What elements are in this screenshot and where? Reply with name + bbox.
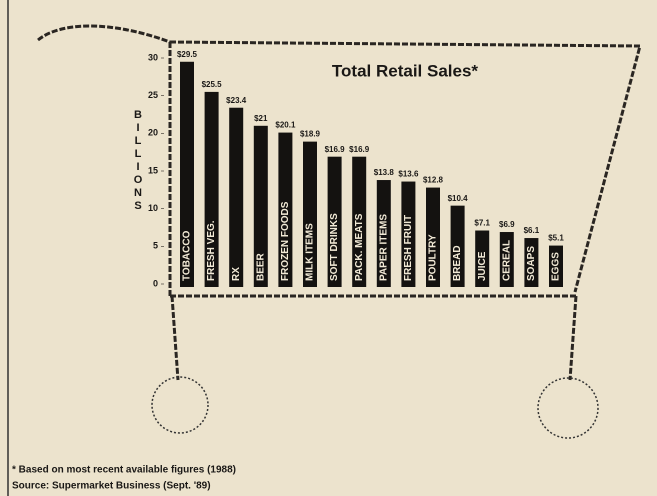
value-label: $13.8 (374, 168, 395, 177)
category-label: JUICE (477, 251, 488, 281)
category-label: BREAD (452, 245, 463, 281)
value-label: $6.9 (499, 220, 515, 229)
category-label: MILK ITEMS (305, 223, 316, 281)
y-tick-label: 30 (148, 52, 158, 62)
value-label: $12.8 (423, 176, 444, 185)
category-label: PACK. MEATS (354, 213, 365, 281)
category-label: BEER (255, 252, 266, 281)
footnote: * Based on most recent available figures… (12, 465, 236, 476)
y-tick-label: 10 (148, 203, 158, 213)
category-label: PAPER ITEMS (378, 214, 389, 281)
category-label: EGGS (551, 252, 562, 281)
y-tick-label: 15 (148, 165, 158, 175)
value-label: $13.6 (398, 170, 419, 179)
category-label: FRESH VEG. (206, 220, 217, 281)
category-label: CEREAL (501, 240, 512, 281)
y-tick-label: 0 (153, 278, 158, 288)
category-label: TOBACCO (182, 230, 193, 281)
value-label: $21 (254, 114, 268, 123)
value-label: $6.1 (524, 226, 540, 235)
category-label: RX (231, 267, 242, 281)
value-label: $25.5 (202, 80, 223, 89)
value-label: $18.9 (300, 130, 321, 139)
category-label: FRESH FRUIT (403, 215, 414, 281)
y-tick-label: 5 (153, 241, 158, 251)
category-label: SOAPS (526, 246, 537, 281)
category-label: SOFT DRINKS (329, 213, 340, 281)
y-tick-label: 20 (148, 128, 158, 138)
value-label: $7.1 (474, 219, 490, 228)
y-tick-label: 25 (148, 90, 158, 100)
value-label: $16.9 (325, 145, 346, 154)
value-label: $29.5 (177, 50, 198, 59)
value-label: $23.4 (226, 96, 247, 105)
category-label: POULTRY (428, 234, 439, 281)
value-label: $5.1 (548, 234, 564, 243)
category-label: FROZEN FOODS (280, 201, 291, 281)
value-label: $10.4 (448, 194, 469, 203)
chart-title: Total Retail Sales* (332, 61, 479, 80)
value-label: $16.9 (349, 145, 370, 154)
source: Source: Supermarket Business (Sept. '89) (12, 481, 211, 492)
chart: Total Retail Sales* * Based on most rece… (0, 0, 657, 496)
value-label: $20.1 (275, 121, 296, 130)
bar (229, 108, 243, 287)
